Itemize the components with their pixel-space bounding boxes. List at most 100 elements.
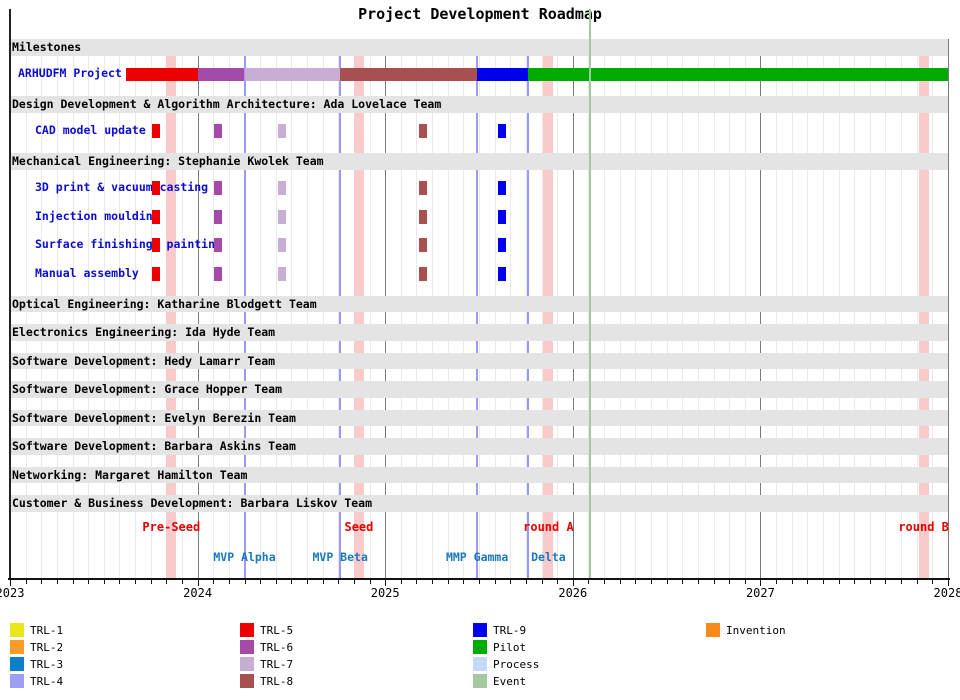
minor-tick [650,580,652,584]
minor-tick [275,580,277,584]
legend-label: TRL-1 [30,624,64,637]
legend-label: TRL-3 [30,657,64,671]
bar-segment-trl-6 [197,67,245,81]
legend-swatch-event [473,673,487,688]
minor-tick [822,580,824,584]
task-marker-trl-8 [418,238,427,252]
minor-tick [494,580,496,584]
minor-tick [666,580,668,584]
section-header-label: Customer & Business Development: Barbara… [12,496,373,511]
minor-tick [103,580,105,584]
section-header-label: Networking: Margaret Hamilton Team [12,467,248,482]
year-label: 2025 [370,586,400,600]
section-header: Customer & Business Development: Barbara… [10,495,948,512]
minor-tick [541,580,543,584]
major-tick [572,580,574,586]
task-marker-trl-7 [278,124,287,138]
minor-tick [150,580,152,584]
minor-tick [885,580,887,584]
minor-tick [41,580,43,584]
minor-tick [447,580,449,584]
section-header: Software Development: Evelyn Berezin Tea… [10,409,948,426]
legend-label: TRL-8 [260,674,294,688]
milestone-label: MVP Alpha [213,550,276,564]
minor-tick [166,580,168,584]
task-marker-trl-6 [214,266,223,281]
legend-swatch-process [473,656,487,671]
minor-tick [588,580,590,584]
task-marker-trl-5 [152,181,161,195]
minor-tick [119,580,121,584]
task-marker-trl-6 [214,181,223,195]
task-marker-trl-8 [418,266,427,281]
bar-segment-trl-9 [477,67,528,81]
chart-title: Project Development Roadmap [358,5,602,23]
minor-tick [932,580,934,584]
minor-tick [56,580,58,584]
legend-swatch-pilot [473,639,487,654]
minor-tick [432,580,434,584]
task-marker-trl-8 [418,124,427,138]
task-label: ARHUDFM Project [18,66,122,80]
minor-tick [353,580,355,584]
task-marker-trl-8 [418,181,427,195]
section-header: Optical Engineering: Katharine Blodgett … [10,295,948,312]
task-label: 3D print & vacuum casting [35,180,209,194]
legend-swatch-trl-7 [240,656,254,671]
minor-tick [744,580,746,584]
year-label: 2023 [0,586,25,600]
legend-swatch-trl-2 [10,639,24,654]
year-label: 2027 [745,586,775,600]
funding-round-label: round A [523,520,574,534]
legend-label: TRL-9 [493,624,527,637]
legend-label: TRL-5 [260,624,294,637]
y-axis-line [9,9,11,578]
legend-swatch-trl-1 [10,623,24,637]
minor-tick [713,580,715,584]
major-tick [385,580,387,586]
task-marker-trl-5 [152,238,161,252]
minor-tick [135,580,137,584]
task-marker-trl-7 [278,266,287,281]
legend-swatch-trl-5 [240,623,254,637]
x-axis-line [8,578,950,580]
event-line [588,9,591,578]
minor-tick [260,580,262,584]
milestone-label: MVP Beta [312,550,368,564]
section-header: Electronics Engineering: Ida Hyde Team [10,324,948,341]
legend-swatch-trl-3 [10,656,24,671]
task-marker-trl-9 [497,181,506,195]
minor-tick [291,580,293,584]
legend-label: Process [493,657,540,671]
section-header-label: Mechanical Engineering: Stephanie Kwolek… [12,154,324,169]
minor-tick [791,580,793,584]
task-label: CAD model update [35,123,146,137]
minor-tick [479,580,480,584]
section-header-label: Software Development: Evelyn Berezin Tea… [12,410,296,425]
funding-round-label: round B [898,520,949,534]
major-tick [948,580,949,586]
legend-label: Event [493,674,527,688]
minor-tick [463,580,465,584]
task-label: Injection moulding [35,208,160,223]
legend-swatch-trl-6 [240,639,254,654]
minor-tick [869,580,871,584]
section-header: Milestones [10,39,948,56]
minor-tick [416,580,418,584]
minor-tick [776,580,778,584]
legend-swatch-trl-8 [240,673,254,688]
milestone-label: MMP Gamma [445,550,509,564]
section-header: Software Development: Grace Hopper Team [10,381,948,398]
legend-swatch-invention [706,623,720,637]
task-marker-trl-9 [497,209,506,224]
task-marker-trl-7 [278,209,287,224]
minor-tick [181,580,183,584]
section-header-label: Software Development: Grace Hopper Team [12,382,283,397]
funding-round-label: Seed [344,520,374,534]
minor-tick [807,580,809,584]
minor-tick [682,580,684,584]
task-marker-trl-5 [152,209,161,224]
minor-tick [510,580,512,584]
minor-tick [244,580,246,584]
task-marker-trl-6 [214,124,223,138]
